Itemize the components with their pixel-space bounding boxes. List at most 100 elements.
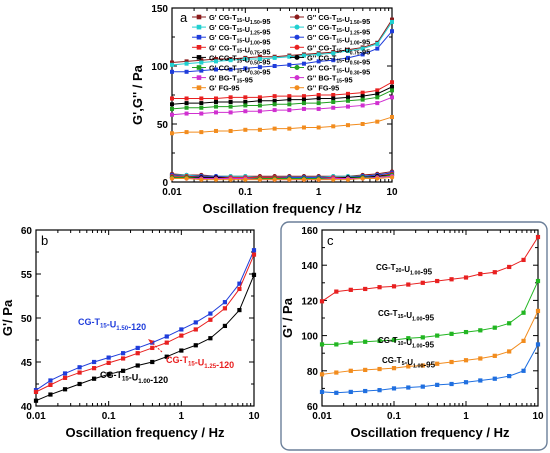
data-point xyxy=(375,101,380,106)
data-point xyxy=(272,102,277,107)
data-point xyxy=(316,52,321,57)
x-tick-label: 0.01 xyxy=(162,187,182,198)
data-point xyxy=(213,128,218,133)
data-point xyxy=(334,390,339,395)
data-point xyxy=(222,323,228,329)
y-tick-label: 60 xyxy=(307,402,319,413)
legend: G' CG-T15-U1.50-95G' CG-T15-U1.25-95G' C… xyxy=(192,13,370,93)
data-point xyxy=(345,98,350,103)
legend-marker xyxy=(196,24,202,30)
data-point xyxy=(169,176,175,181)
data-point xyxy=(348,340,353,345)
series-line xyxy=(172,176,393,181)
series-cg-t20-u1-00-95 xyxy=(319,234,541,304)
legend-item: G' CG-T15-U1.25-95 xyxy=(192,23,270,36)
data-point xyxy=(287,54,292,59)
data-point xyxy=(345,95,350,100)
x-tick-label: 0.1 xyxy=(102,411,116,422)
data-point xyxy=(316,93,321,98)
data-point xyxy=(213,99,218,104)
data-point xyxy=(363,367,368,373)
legend-marker xyxy=(294,85,300,91)
series-label-1-00: CG-T15-U1.00-120 xyxy=(100,370,168,385)
data-point xyxy=(420,384,425,389)
data-point xyxy=(184,69,189,74)
y-axis-title: G',G'' / Pa xyxy=(130,64,145,125)
x-tick-label: 0.1 xyxy=(387,411,401,422)
data-point xyxy=(521,257,526,263)
data-point xyxy=(91,366,97,371)
series-line xyxy=(321,236,539,302)
data-point xyxy=(208,311,213,316)
data-point xyxy=(375,91,380,96)
series-line xyxy=(171,19,393,64)
data-point xyxy=(420,363,425,368)
data-point xyxy=(334,289,339,294)
data-point xyxy=(363,286,368,292)
data-point xyxy=(535,278,541,284)
data-point xyxy=(208,317,213,322)
data-point xyxy=(334,370,339,375)
data-point xyxy=(91,376,97,381)
data-point xyxy=(193,343,198,348)
series-cg-t15-u1-00-95 xyxy=(319,278,541,347)
data-point xyxy=(389,80,394,85)
data-point xyxy=(199,177,204,182)
data-point xyxy=(287,177,292,182)
legend-item: G'' CG-T15-U1.50-95 xyxy=(290,13,370,26)
data-point xyxy=(257,103,262,108)
series-line xyxy=(171,96,393,116)
data-point xyxy=(184,61,189,66)
series-annotations: CG-T20-U1.00-95 CG-T15-U1.00-95 CG-T10-U1.… xyxy=(376,263,436,369)
data-point xyxy=(389,84,394,89)
legend-marker xyxy=(294,75,300,81)
data-point xyxy=(463,380,469,385)
data-point xyxy=(170,96,175,101)
data-point xyxy=(360,97,365,102)
legend-marker xyxy=(294,14,300,20)
y-axis-title: G'/ Pa xyxy=(0,299,15,336)
data-point xyxy=(521,338,526,343)
data-point xyxy=(222,306,228,311)
data-point xyxy=(62,387,68,392)
data-point xyxy=(287,62,292,67)
panel-letter: b xyxy=(41,233,48,248)
panel-letter: a xyxy=(180,10,188,25)
data-point xyxy=(360,46,365,51)
data-point xyxy=(301,53,306,58)
data-point xyxy=(243,127,248,132)
data-point xyxy=(257,109,262,114)
legend-item: G'' CG-T15-U0.75-95 xyxy=(290,43,370,57)
series-line xyxy=(321,310,539,375)
data-point xyxy=(170,69,175,74)
data-point xyxy=(170,102,175,107)
data-point xyxy=(170,62,175,67)
data-point xyxy=(345,177,351,182)
data-point xyxy=(62,375,68,380)
data-point xyxy=(272,64,277,69)
data-point xyxy=(243,66,248,71)
x-axis-title: Oscillation frequency / Hz xyxy=(351,425,510,440)
data-point xyxy=(135,351,140,356)
data-point xyxy=(389,29,394,34)
data-point xyxy=(375,46,380,51)
data-point xyxy=(449,381,454,387)
series-label: CG-T20-U1.00-95 xyxy=(376,263,433,276)
data-point xyxy=(331,124,336,129)
data-point xyxy=(435,333,440,338)
data-point xyxy=(377,285,382,290)
series-line xyxy=(171,116,393,134)
data-point xyxy=(301,106,306,111)
data-point xyxy=(179,348,184,353)
data-point xyxy=(199,111,204,116)
data-point xyxy=(406,282,411,287)
series-line xyxy=(171,21,393,66)
data-point xyxy=(184,176,189,181)
data-point xyxy=(478,356,483,361)
legend-item: G' BG-T15-95 xyxy=(192,74,253,85)
data-point xyxy=(48,382,53,387)
data-point xyxy=(316,59,321,64)
legend-item: G'' CG-T15-U0.30-95 xyxy=(290,64,370,77)
